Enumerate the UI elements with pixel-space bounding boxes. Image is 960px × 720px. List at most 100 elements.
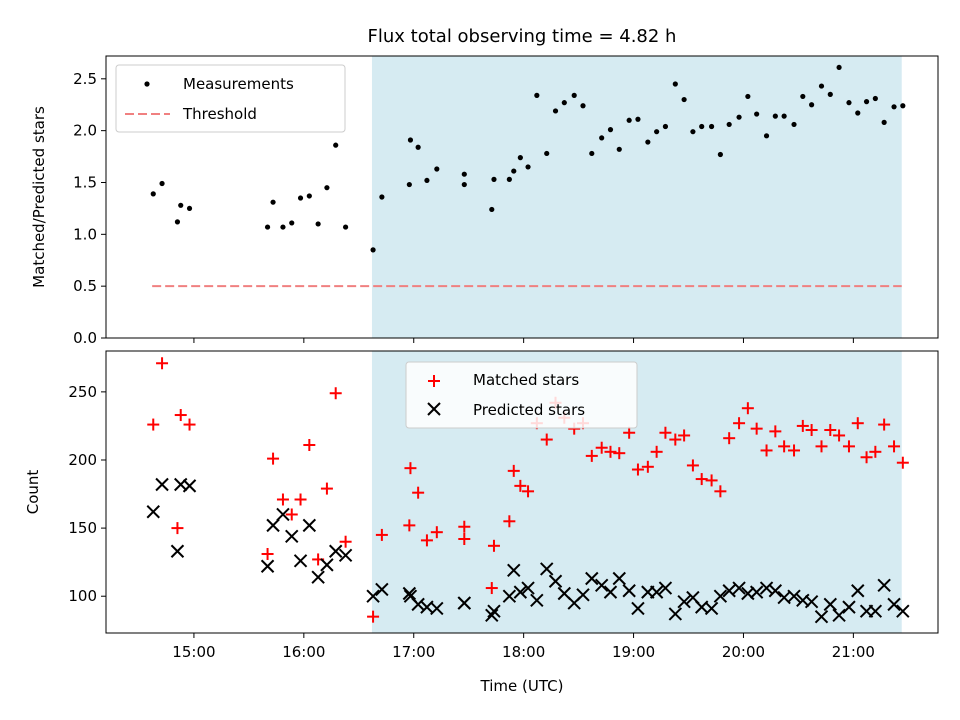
predicted-point-45 <box>668 607 683 621</box>
x-tick-label-4: 19:00 <box>612 643 655 661</box>
predicted-point-11 <box>311 570 325 584</box>
measurement-point-19 <box>415 144 421 150</box>
matched-point-51 <box>723 432 736 445</box>
measurement-point-45 <box>672 81 678 87</box>
matched-point-20 <box>420 534 433 547</box>
bottom-panel: 100 150 200 250 15:00 16:00 17:00 18:00 19:00 20… <box>24 350 939 695</box>
measurement-point-20 <box>424 177 430 184</box>
predicted-point-41 <box>631 601 645 616</box>
top-y-tick-label-5: 2.5 <box>73 70 97 88</box>
top-y-tick-label-4: 2.0 <box>73 122 97 140</box>
bottom-plot-frame <box>105 350 939 634</box>
matched-point-48 <box>695 473 708 486</box>
matched-point-16 <box>375 528 388 541</box>
matched-point-70 <box>896 456 909 469</box>
measurement-point-32 <box>552 108 559 114</box>
predicted-point-24 <box>485 608 499 622</box>
matched-point-9 <box>294 493 307 506</box>
matched-point-5 <box>261 547 274 560</box>
chart-title: Flux total observing time = 4.82 h <box>368 26 677 47</box>
measurement-point-31 <box>544 150 550 157</box>
matched-series <box>147 357 909 623</box>
measurement-point-38 <box>607 127 614 133</box>
predicted-point-19 <box>411 597 425 612</box>
bottom-y-tick-label-2: 200 <box>68 451 97 469</box>
predicted-point-27 <box>507 563 521 578</box>
predicted-point-36 <box>585 571 599 586</box>
predicted-point-67 <box>868 604 883 618</box>
matched-point-61 <box>815 440 828 453</box>
measurement-point-53 <box>745 93 751 100</box>
predicted-point-21 <box>430 601 444 616</box>
measurement-point-3 <box>178 202 184 208</box>
matched-point-42 <box>641 460 654 473</box>
measurement-point-57 <box>781 113 787 119</box>
predicted-point-15 <box>366 589 380 603</box>
matched-point-6 <box>267 452 280 465</box>
matched-point-19 <box>412 486 425 499</box>
predicted-point-68 <box>877 578 891 593</box>
bottom-y-axis: 100 150 200 250 <box>68 383 106 605</box>
measurement-point-14 <box>342 224 349 230</box>
measurement-point-46 <box>681 96 687 103</box>
measurement-point-64 <box>846 100 852 106</box>
matched-point-3 <box>174 409 187 422</box>
x-tick-label-1: 16:00 <box>282 643 325 661</box>
measurement-point-33 <box>561 100 567 106</box>
measurement-point-51 <box>726 121 732 128</box>
legend-predicted-label: Predicted stars <box>473 401 585 419</box>
predicted-point-16 <box>375 582 389 597</box>
measurement-point-55 <box>763 133 770 139</box>
x-tick-label-2: 17:00 <box>392 643 435 661</box>
bottom-x-axis: 15:00 16:00 17:00 18:00 19:00 20:00 21:00 <box>172 633 875 661</box>
matched-point-36 <box>585 449 598 462</box>
x-axis-label: Time (UTC) <box>480 677 564 695</box>
predicted-point-17 <box>402 586 417 601</box>
measurement-point-26 <box>506 176 512 182</box>
measurement-point-68 <box>881 119 887 125</box>
measurement-point-43 <box>654 129 660 135</box>
matched-point-54 <box>750 422 763 435</box>
top-plot-frame <box>105 55 939 339</box>
measurement-point-8 <box>289 220 295 226</box>
matched-point-50 <box>714 485 727 498</box>
bottom-y-tick-label-3: 250 <box>68 383 97 401</box>
matched-point-38 <box>604 445 617 458</box>
matched-point-22 <box>458 533 471 545</box>
legend-threshold-label: Threshold <box>182 105 257 123</box>
measurement-point-25 <box>491 176 497 182</box>
predicted-point-1 <box>155 477 169 492</box>
predicted-point-8 <box>285 529 299 543</box>
measurement-point-67 <box>872 95 878 102</box>
predicted-point-40 <box>622 584 636 598</box>
predicted-point-51 <box>722 584 736 598</box>
predicted-point-58 <box>787 589 801 603</box>
matched-point-27 <box>507 464 520 477</box>
predicted-point-38 <box>603 585 618 599</box>
predicted-point-26 <box>502 589 517 603</box>
measurement-point-60 <box>809 102 815 108</box>
measurement-point-41 <box>635 116 641 122</box>
measurement-point-30 <box>534 92 540 98</box>
measurement-point-24 <box>489 206 495 213</box>
measurement-point-17 <box>406 181 412 188</box>
predicted-point-12 <box>320 558 334 572</box>
top-y-tick-label-0: 0.0 <box>73 329 97 347</box>
measurement-point-70 <box>900 103 906 109</box>
matched-point-49 <box>705 474 718 487</box>
bottom-y-tick-label-0: 100 <box>68 587 97 605</box>
measurement-point-39 <box>616 146 622 152</box>
matched-point-13 <box>329 387 342 400</box>
measurement-point-59 <box>800 93 806 100</box>
bottom-y-axis-label: Count <box>24 470 42 515</box>
x-tick-label-5: 20:00 <box>722 643 765 661</box>
matched-point-17 <box>403 519 416 532</box>
measurement-point-21 <box>434 166 440 172</box>
predicted-point-64 <box>842 600 856 614</box>
predicted-point-6 <box>266 518 280 533</box>
measurement-point-27 <box>511 168 517 174</box>
matched-point-0 <box>147 418 160 431</box>
top-y-axis: 0.0 0.5 1.0 1.5 2.0 2.5 <box>73 70 106 347</box>
matched-point-47 <box>686 459 699 472</box>
